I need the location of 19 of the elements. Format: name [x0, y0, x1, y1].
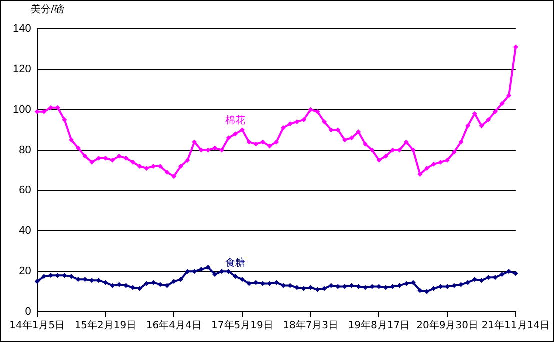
x-tick-label: 19年8月17日	[348, 320, 410, 332]
y-tick-label: 60	[19, 184, 32, 197]
series-label: 食糖	[226, 257, 246, 270]
y-tick-label: 40	[19, 225, 32, 238]
x-tick-label: 18年7月3日	[283, 320, 339, 332]
y-tick-label: 140	[12, 23, 32, 36]
x-tick-label: 15年2月19日	[74, 320, 137, 332]
x-tick-label: 21年11月14日	[482, 320, 550, 332]
y-tick-label: 80	[19, 144, 32, 156]
series-label: 棉花	[226, 114, 246, 127]
x-tick-label: 17年5月19日	[212, 320, 274, 332]
x-tick-label: 20年9月30日	[416, 320, 478, 332]
x-tick-label: 14年1月5日	[10, 320, 66, 332]
y-tick-label: 120	[12, 63, 32, 76]
y-axis-title: 美分/磅	[31, 4, 64, 16]
x-tick-label: 16年4月4日	[146, 320, 202, 332]
y-tick-label: 20	[19, 266, 32, 278]
y-tick-label: 100	[12, 104, 32, 116]
y-tick-label: 0	[25, 306, 32, 318]
